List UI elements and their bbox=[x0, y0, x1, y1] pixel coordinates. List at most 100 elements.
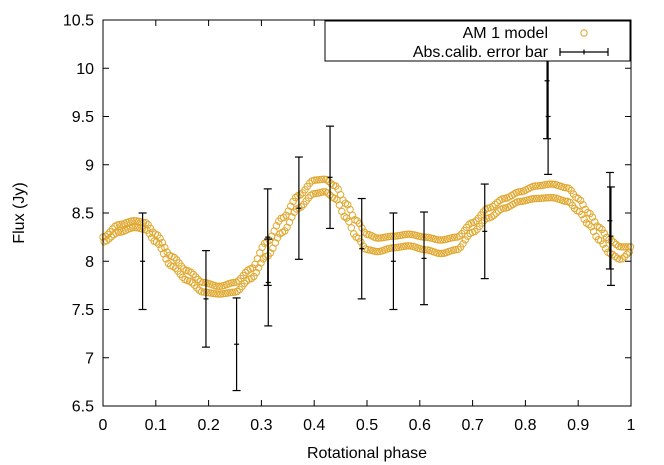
y-tick-label: 9.5 bbox=[72, 109, 94, 126]
y-tick-label: 10.5 bbox=[63, 13, 94, 30]
model-point bbox=[319, 188, 327, 196]
model-point bbox=[193, 284, 201, 292]
model-point bbox=[145, 229, 154, 238]
model-point bbox=[530, 194, 538, 203]
model-point bbox=[107, 233, 116, 241]
model-point bbox=[499, 204, 508, 213]
legend: AM 1 model Abs.calib. error bar bbox=[324, 20, 631, 62]
error-bar bbox=[264, 238, 273, 327]
model-point bbox=[493, 198, 502, 207]
model-point bbox=[345, 218, 353, 226]
x-axis: 0 0.1 0.2 0.3 0.4 0.5 0.6 0.7 0.8 0.9 1 bbox=[99, 20, 636, 434]
model-point bbox=[515, 188, 523, 196]
model-point bbox=[579, 201, 587, 209]
model-point bbox=[561, 197, 569, 205]
x-tick-label: 0.3 bbox=[250, 417, 272, 434]
model-point bbox=[281, 227, 289, 235]
model-point bbox=[296, 191, 304, 199]
legend-marker-error-bar bbox=[559, 48, 609, 56]
model-point bbox=[537, 194, 546, 203]
model-point bbox=[405, 230, 414, 238]
model-point bbox=[297, 203, 306, 211]
model-point bbox=[535, 194, 543, 203]
model-point bbox=[402, 242, 410, 250]
model-point bbox=[587, 223, 595, 231]
model-point bbox=[591, 218, 599, 226]
model-point bbox=[209, 289, 218, 298]
model-point bbox=[450, 233, 459, 242]
model-point bbox=[617, 243, 625, 251]
error-bar bbox=[294, 156, 303, 260]
model-point bbox=[401, 230, 409, 239]
model-point bbox=[273, 234, 282, 242]
model-point bbox=[598, 225, 606, 234]
model-point bbox=[342, 214, 351, 222]
error-bar bbox=[389, 212, 398, 311]
model-point bbox=[391, 232, 399, 240]
model-point bbox=[130, 217, 138, 225]
model-point bbox=[108, 225, 117, 233]
model-point bbox=[212, 290, 220, 298]
error-bar bbox=[605, 171, 614, 270]
model-point bbox=[187, 268, 195, 276]
model-point bbox=[272, 222, 281, 230]
model-point bbox=[536, 181, 544, 190]
model-point bbox=[252, 268, 260, 277]
model-point bbox=[403, 230, 411, 239]
legend-marker-model bbox=[580, 29, 588, 37]
x-tick-label: 1 bbox=[627, 417, 636, 434]
model-point bbox=[547, 193, 555, 202]
model-point bbox=[371, 247, 379, 256]
legend-label-model: AM 1 model bbox=[463, 25, 548, 42]
model-point bbox=[601, 244, 610, 253]
y-axis-label: Flux (Jy) bbox=[11, 182, 28, 243]
model-point bbox=[170, 253, 179, 262]
y-tick-label: 10 bbox=[76, 61, 94, 78]
model-point bbox=[390, 244, 398, 252]
model-point bbox=[214, 290, 222, 298]
model-point bbox=[213, 282, 221, 290]
model-point bbox=[189, 270, 198, 279]
model-point bbox=[437, 249, 446, 258]
model-point bbox=[436, 236, 445, 244]
model-point bbox=[374, 234, 383, 242]
model-point bbox=[459, 240, 467, 248]
model-point bbox=[162, 255, 170, 263]
model-point bbox=[470, 218, 478, 227]
model-point bbox=[323, 189, 332, 197]
x-tick-label: 0.2 bbox=[197, 417, 219, 434]
error-bar bbox=[544, 57, 553, 175]
error-bar bbox=[606, 186, 615, 286]
model-point bbox=[546, 180, 554, 188]
error-bar bbox=[201, 250, 210, 348]
model-point bbox=[542, 194, 550, 202]
model-point bbox=[310, 176, 319, 184]
model-point bbox=[404, 242, 412, 250]
model-point bbox=[619, 243, 627, 251]
model-point bbox=[114, 228, 123, 237]
model-point bbox=[247, 274, 256, 283]
model-point bbox=[131, 223, 139, 232]
model-point bbox=[471, 227, 479, 236]
model-point bbox=[240, 279, 249, 288]
x-tick-label: 0.5 bbox=[356, 417, 378, 434]
model-point bbox=[258, 243, 266, 251]
model-point bbox=[490, 211, 498, 219]
y-tick-label: 7 bbox=[85, 350, 94, 367]
model-point bbox=[435, 249, 443, 258]
error-bar bbox=[232, 297, 241, 392]
model-point bbox=[372, 234, 380, 242]
model-point bbox=[585, 220, 593, 229]
model-point bbox=[574, 194, 582, 203]
model-point bbox=[489, 202, 497, 211]
error-bar bbox=[138, 212, 147, 311]
model-point bbox=[455, 232, 464, 240]
error-bar bbox=[326, 125, 335, 230]
model-point bbox=[418, 245, 427, 254]
model-point bbox=[325, 177, 333, 186]
model-point bbox=[422, 233, 430, 241]
model-point bbox=[600, 229, 608, 238]
y-axis: 6.5 7 7.5 8 8.5 9 9.5 10 10.5 bbox=[63, 13, 631, 416]
y-tick-label: 9 bbox=[85, 157, 94, 174]
